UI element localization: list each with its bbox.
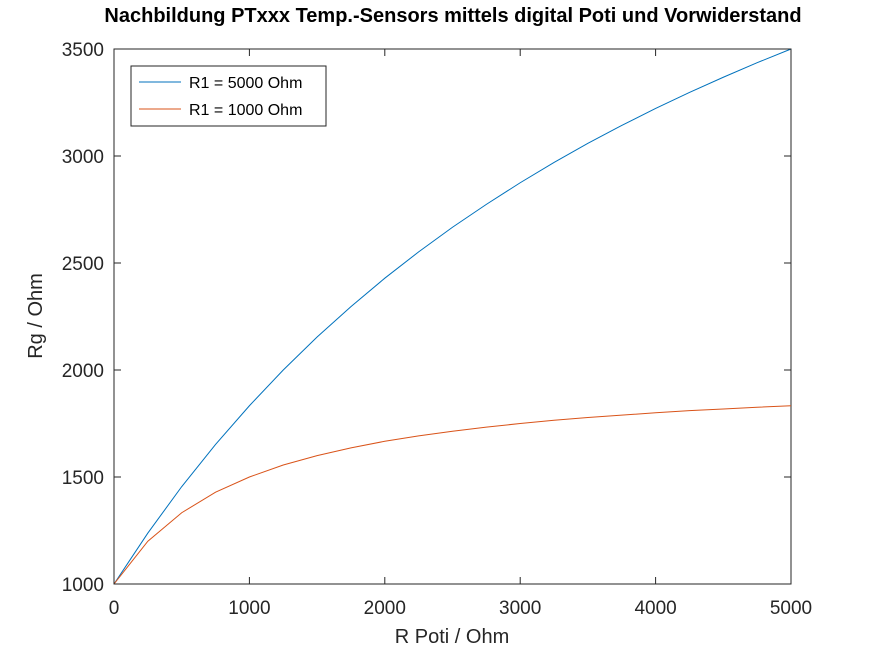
x-tick-label: 0 [109, 598, 120, 619]
axis-ticks: 0 1000 2000 3000 4000 50001000150020002500300… [62, 40, 812, 619]
y-axis-label: Rg / Ohm [25, 273, 47, 359]
y-tick-label: 3000 [62, 147, 104, 168]
chart-title: Nachbildung PTxxx Temp.-Sensors mittels … [104, 5, 801, 27]
legend-entry-r1-1000: R1 = 1000 Ohm [189, 102, 302, 119]
y-tick-label: 2500 [62, 254, 104, 275]
y-tick-label: 3500 [62, 40, 104, 61]
x-tick-label: 5000 [770, 598, 812, 619]
series-line-1 [113, 48, 792, 585]
legend: R1 = 5000 Ohm R1 = 1000 Ohm [130, 65, 327, 127]
legend-box [130, 65, 327, 127]
legend-entry-r1-5000: R1 = 5000 Ohm [189, 75, 302, 92]
x-tick-label: 3000 [499, 598, 541, 619]
series-line-2 [113, 405, 792, 585]
series-layer [113, 48, 792, 585]
y-tick-label: 1500 [62, 468, 104, 489]
x-tick-label: 4000 [634, 598, 676, 619]
y-tick-label: 1000 [62, 575, 104, 596]
x-tick-label: 2000 [364, 598, 406, 619]
plot-area [113, 48, 792, 585]
x-tick-label: 1000 [228, 598, 270, 619]
x-axis-label: R Poti / Ohm [395, 626, 509, 648]
y-tick-label: 2000 [62, 361, 104, 382]
